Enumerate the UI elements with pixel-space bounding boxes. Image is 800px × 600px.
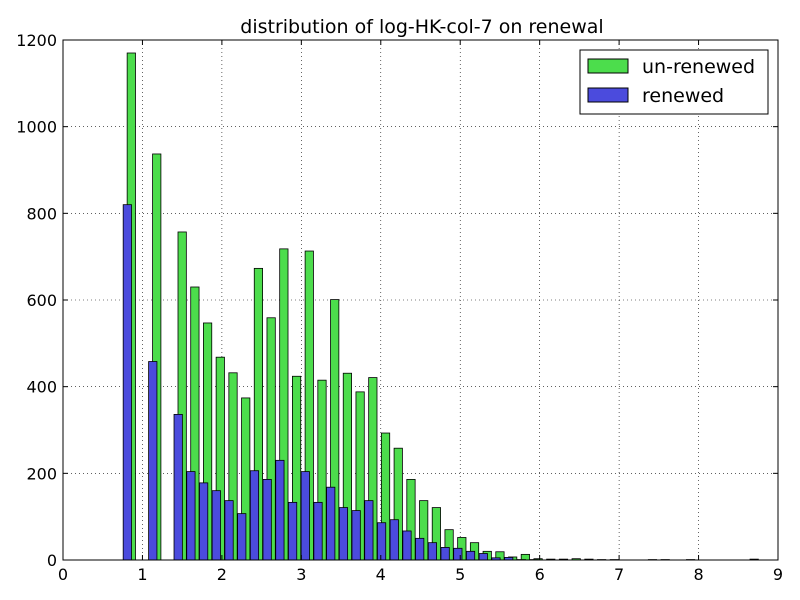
y-tick-label: 1200 (16, 31, 57, 50)
grid-lines (63, 40, 778, 560)
x-tick-label: 2 (217, 565, 227, 584)
legend-swatch-un-renewed (587, 58, 629, 74)
bar-renewed (402, 530, 412, 561)
bar-renewed (199, 482, 209, 561)
y-tick-label: 800 (26, 204, 57, 223)
bar-renewed (173, 413, 183, 561)
bar-renewed (313, 501, 323, 561)
y-tick-label: 0 (47, 551, 57, 570)
y-tick-label: 600 (26, 291, 57, 310)
y-tick-label: 400 (26, 378, 57, 397)
x-tick-label: 5 (455, 565, 465, 584)
x-tick-label: 3 (296, 565, 306, 584)
x-axis-ticks: 0 1 2 3 4 5 6 7 8 9 (58, 40, 783, 584)
bar-renewed (427, 542, 437, 561)
x-tick-label: 0 (58, 565, 68, 584)
bar-renewed (148, 361, 158, 561)
x-tick-label: 7 (614, 565, 624, 584)
bar-renewed (122, 204, 132, 561)
bar-renewed (351, 510, 361, 561)
legend: un-renewed renewed (579, 49, 769, 115)
bar-renewed (224, 500, 234, 561)
bar-renewed (275, 459, 285, 561)
bar-renewed (300, 471, 310, 561)
bar-renewed (364, 500, 374, 561)
y-tick-label: 1000 (16, 118, 57, 137)
bar-renewed (249, 470, 260, 561)
x-tick-label: 4 (376, 565, 386, 584)
bar-renewed (288, 501, 298, 561)
bar-renewed (338, 507, 349, 561)
bar-renewed (237, 513, 247, 561)
legend-label-renewed: renewed (642, 85, 724, 107)
legend-label-un-renewed: un-renewed (642, 56, 755, 78)
bar-renewed (262, 478, 272, 561)
bar-renewed (389, 519, 399, 561)
series-renewed (122, 204, 539, 561)
bar-renewed (186, 471, 196, 561)
y-axis-ticks: 0 200 400 600 800 1000 1200 (16, 31, 778, 570)
y-tick-label: 200 (26, 464, 57, 483)
bar-renewed (453, 547, 463, 561)
chart-title: distribution of log-HK-col-7 on renewal (240, 16, 603, 38)
bar-un-renewed (520, 553, 530, 561)
bar-renewed (478, 553, 488, 561)
x-tick-label: 8 (693, 565, 703, 584)
bar-renewed (415, 537, 425, 561)
x-tick-label: 1 (137, 565, 147, 584)
bar-renewed (376, 522, 387, 561)
x-tick-label: 9 (773, 565, 783, 584)
bar-renewed (465, 550, 476, 561)
legend-swatch-renewed (587, 87, 629, 103)
bar-renewed (440, 547, 450, 561)
x-tick-label: 6 (535, 565, 545, 584)
bar-renewed (211, 490, 221, 561)
bar-renewed (326, 486, 336, 561)
